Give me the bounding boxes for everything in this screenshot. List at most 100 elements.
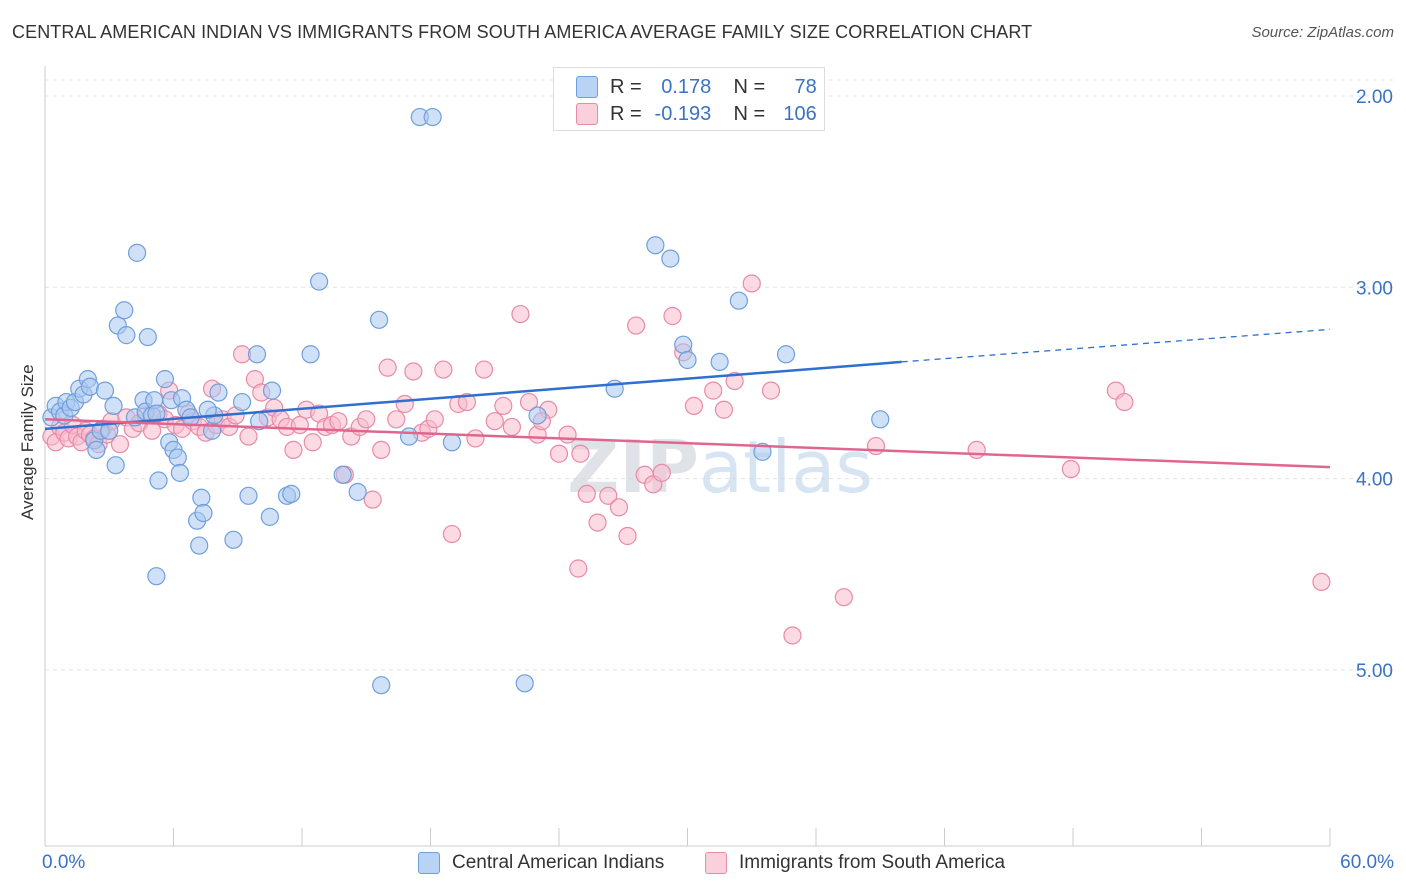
data-point bbox=[588, 513, 607, 532]
legend-n-value: 78 bbox=[794, 75, 817, 98]
data-point bbox=[147, 404, 166, 423]
data-point bbox=[577, 484, 596, 504]
data-point bbox=[198, 400, 217, 419]
data-point bbox=[110, 435, 130, 454]
data-point bbox=[168, 448, 187, 467]
chart-title: CENTRAL AMERICAN INDIAN VS IMMIGRANTS FR… bbox=[12, 22, 1033, 42]
y-tick-label: 3.00 bbox=[1356, 278, 1393, 299]
legend-row-pink: R = -0.193 N = 106 bbox=[576, 101, 817, 127]
legend-swatch-blue bbox=[576, 76, 598, 98]
legend-r-label: R = bbox=[610, 102, 642, 125]
data-point bbox=[618, 526, 637, 546]
data-point bbox=[106, 456, 125, 475]
data-point bbox=[333, 465, 352, 484]
series-legend: Central American Indians Immigrants from… bbox=[0, 852, 1406, 878]
data-point bbox=[239, 427, 258, 446]
x-axis-max-label: 60.0% bbox=[1340, 852, 1394, 873]
legend-swatch-pink bbox=[705, 852, 727, 874]
data-point bbox=[725, 371, 744, 391]
axes bbox=[44, 66, 1331, 847]
legend-swatch-blue bbox=[418, 852, 440, 874]
data-point bbox=[519, 392, 539, 412]
data-point bbox=[866, 436, 886, 456]
watermark-atlas: atlas bbox=[699, 425, 873, 509]
data-point bbox=[290, 415, 309, 435]
data-point bbox=[663, 306, 682, 326]
data-point bbox=[378, 358, 397, 377]
data-point bbox=[599, 486, 618, 505]
data-point bbox=[684, 396, 704, 416]
data-point bbox=[742, 274, 761, 293]
data-point bbox=[558, 425, 577, 444]
data-point bbox=[284, 440, 303, 460]
data-point bbox=[363, 490, 382, 509]
legend-label: Central American Indians bbox=[452, 852, 665, 873]
data-point bbox=[209, 383, 228, 402]
watermark: ZIPatlas bbox=[567, 425, 873, 509]
data-point bbox=[357, 410, 376, 429]
data-point bbox=[372, 440, 391, 460]
data-point bbox=[80, 377, 100, 396]
data-point bbox=[247, 345, 267, 364]
data-point bbox=[232, 392, 252, 412]
source-label: Source: ZipAtlas.com bbox=[1251, 24, 1394, 41]
data-point bbox=[224, 530, 243, 549]
data-point bbox=[149, 471, 168, 490]
data-point bbox=[515, 674, 534, 693]
data-point bbox=[282, 484, 301, 504]
data-point bbox=[372, 676, 391, 695]
y-tick-labels: 5.00 4.00 3.00 2.00 bbox=[1356, 87, 1393, 682]
data-point bbox=[138, 327, 157, 347]
data-point bbox=[710, 352, 729, 372]
y-tick-label: 4.00 bbox=[1356, 470, 1393, 491]
data-point bbox=[704, 381, 723, 400]
data-point bbox=[87, 440, 106, 460]
data-point bbox=[1061, 459, 1080, 479]
data-point bbox=[147, 567, 166, 586]
data-point bbox=[678, 350, 697, 370]
data-point bbox=[609, 498, 629, 517]
data-point bbox=[310, 272, 329, 291]
data-point bbox=[674, 335, 693, 354]
data-point bbox=[1312, 572, 1331, 592]
data-point bbox=[528, 406, 547, 425]
data-point bbox=[194, 503, 213, 523]
data-point bbox=[571, 444, 590, 463]
trend-line-blue bbox=[44, 360, 902, 431]
trend-line-pink bbox=[44, 418, 1331, 469]
data-point bbox=[348, 482, 367, 502]
data-point bbox=[423, 107, 442, 127]
data-point bbox=[714, 400, 734, 419]
trend-lines bbox=[44, 328, 1331, 469]
legend-n-label: N = bbox=[733, 102, 766, 125]
legend-label: Immigrants from South America bbox=[739, 852, 1006, 873]
data-point bbox=[404, 362, 423, 381]
data-point bbox=[192, 488, 211, 507]
data-point bbox=[370, 310, 389, 329]
legend-n-value: 106 bbox=[783, 102, 817, 125]
data-point bbox=[190, 536, 209, 555]
data-point bbox=[569, 559, 588, 578]
data-point bbox=[871, 410, 890, 429]
data-point bbox=[502, 417, 521, 437]
legend-r-value: 0.178 bbox=[661, 75, 712, 98]
legend-item-central-american-indians[interactable]: Central American Indians bbox=[418, 852, 664, 874]
data-point bbox=[95, 381, 115, 400]
data-point bbox=[776, 345, 796, 364]
data-point bbox=[457, 392, 477, 412]
data-point bbox=[485, 412, 504, 431]
data-point bbox=[399, 427, 419, 446]
series-central-american-indians bbox=[42, 107, 890, 695]
data-point bbox=[425, 410, 444, 429]
y-axis-label: Average Family Size bbox=[18, 364, 37, 520]
data-point bbox=[303, 433, 322, 452]
legend-item-immigrants-south-america[interactable]: Immigrants from South America bbox=[705, 852, 1005, 874]
data-point bbox=[753, 442, 772, 461]
data-point bbox=[761, 381, 781, 400]
data-point bbox=[127, 243, 147, 262]
data-point bbox=[494, 396, 513, 416]
data-point bbox=[170, 463, 190, 482]
y-tick-label: 5.00 bbox=[1356, 661, 1393, 682]
data-point bbox=[442, 524, 462, 544]
